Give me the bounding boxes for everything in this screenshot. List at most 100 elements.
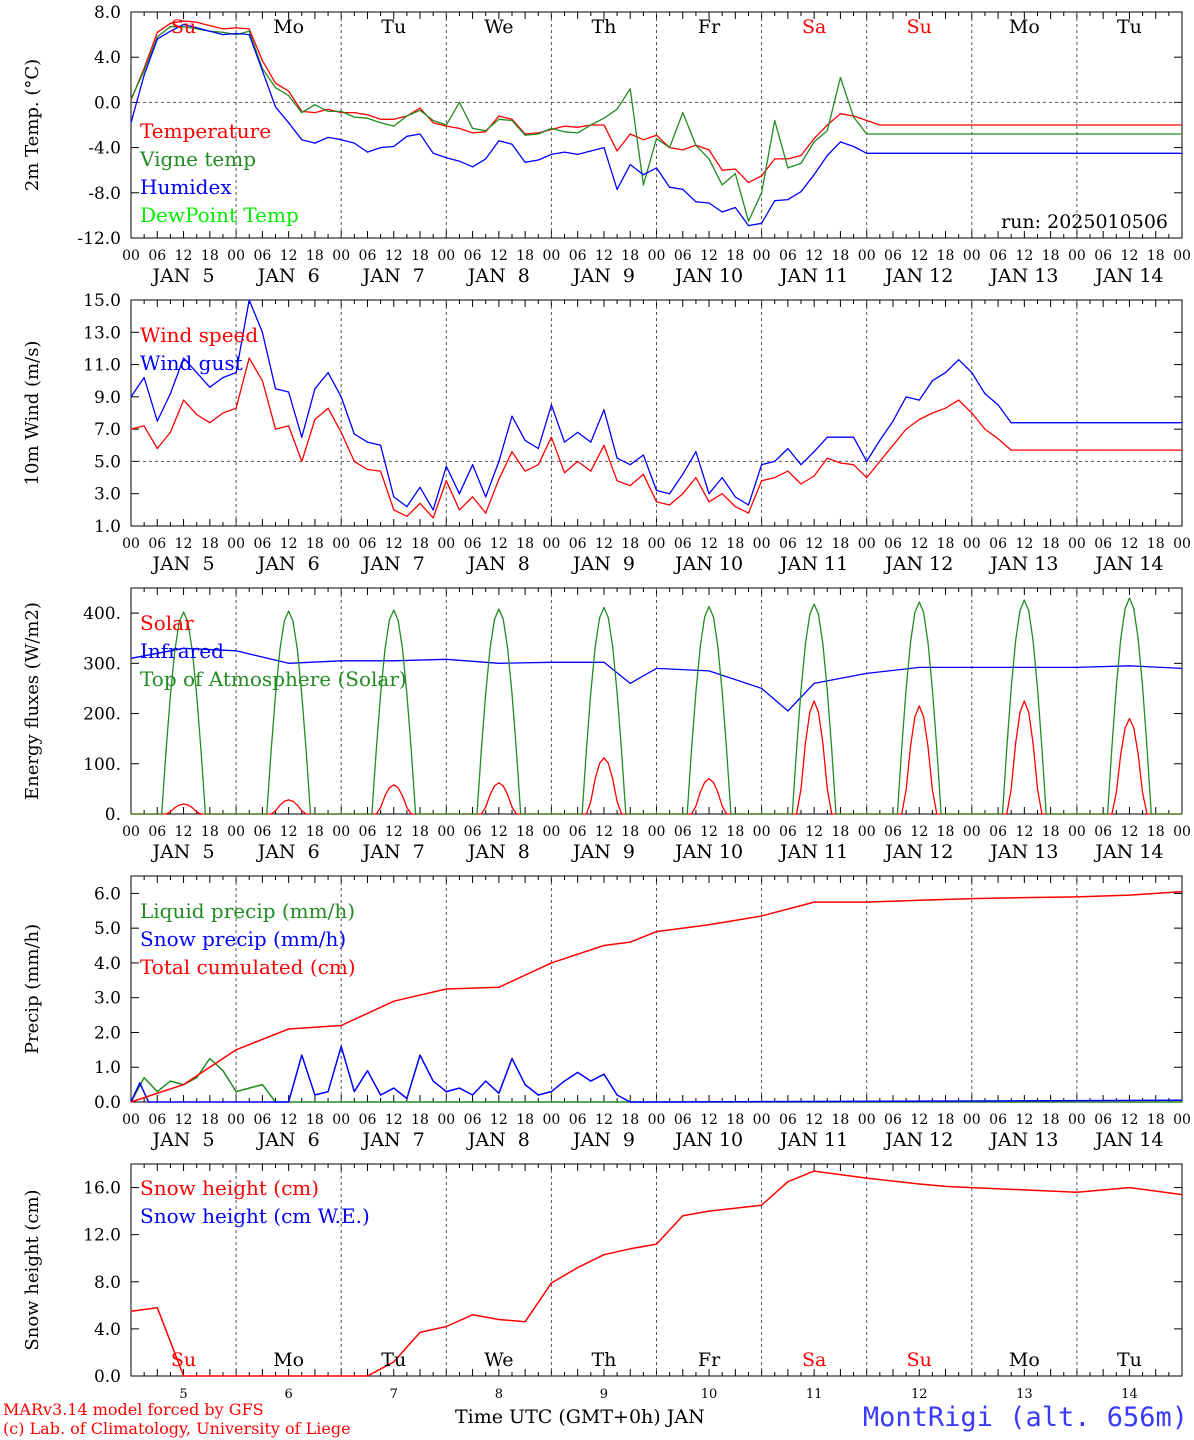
date-label-3-2: JAN 7 bbox=[361, 1129, 425, 1151]
data-point-2-0-135 bbox=[721, 805, 723, 807]
data-point-0-1-19 bbox=[380, 122, 382, 124]
data-point-2-2-215 bbox=[1071, 813, 1074, 815]
data-point-2-2-63 bbox=[406, 693, 408, 695]
data-point-2-0-36 bbox=[288, 799, 290, 801]
data-point-1-0-13 bbox=[301, 460, 303, 462]
hour-label-1-84: 12 bbox=[490, 536, 508, 552]
date-label-0-5: JAN 10 bbox=[673, 265, 743, 287]
data-point-2-2-130 bbox=[699, 645, 701, 647]
data-point-0-0-61 bbox=[931, 124, 934, 126]
data-point-4-0-29 bbox=[1128, 1187, 1131, 1189]
data-point-0-0-45 bbox=[721, 169, 723, 171]
data-point-2-2-133 bbox=[712, 616, 715, 618]
data-point-0-2-50 bbox=[787, 199, 789, 201]
data-point-2-0-32 bbox=[270, 813, 272, 815]
data-point-0-0-34 bbox=[577, 126, 579, 128]
data-point-2-1-6 bbox=[445, 658, 447, 660]
data-point-2-0-33 bbox=[274, 810, 277, 812]
data-point-2-0-180 bbox=[918, 705, 920, 707]
date-label-2-2: JAN 7 bbox=[361, 841, 425, 863]
data-point-0-1-58 bbox=[892, 133, 894, 135]
data-point-4-0-28 bbox=[1076, 1191, 1078, 1193]
data-point-2-0-37 bbox=[292, 800, 294, 802]
data-point-2-2-128 bbox=[690, 749, 693, 751]
data-point-2-2-238 bbox=[1172, 813, 1174, 815]
date-label-0-0: JAN 5 bbox=[150, 265, 214, 287]
data-point-2-2-8 bbox=[165, 751, 167, 753]
data-point-2-0-228 bbox=[1128, 718, 1131, 720]
data-point-2-2-111 bbox=[616, 692, 618, 694]
data-point-2-0-226 bbox=[1120, 753, 1122, 756]
x-axis-title: Time UTC (GMT+0h) JAN bbox=[455, 1406, 705, 1428]
date-label-1-2: JAN 7 bbox=[361, 553, 425, 575]
data-point-1-0-43 bbox=[695, 477, 697, 479]
data-point-2-2-7 bbox=[161, 813, 163, 815]
data-point-0-1-32 bbox=[550, 127, 553, 129]
data-point-2-2-51 bbox=[353, 813, 355, 815]
data-point-2-0-207 bbox=[1036, 788, 1039, 790]
data-point-1-0-11 bbox=[274, 428, 277, 430]
data-point-2-0-184 bbox=[936, 813, 938, 815]
data-point-3-1-23 bbox=[537, 1094, 539, 1096]
legend-entry-1-1: Wind gust bbox=[140, 351, 243, 375]
data-point-0-1-41 bbox=[669, 147, 671, 149]
data-point-2-0-104 bbox=[585, 813, 588, 815]
hour-label-2-24: 00 bbox=[227, 824, 245, 840]
data-point-1-1-40 bbox=[655, 489, 658, 492]
data-point-0-1-22 bbox=[419, 109, 421, 111]
data-point-1-1-9 bbox=[248, 299, 250, 301]
data-point-1-1-77 bbox=[1142, 422, 1144, 424]
data-point-1-0-76 bbox=[1128, 449, 1131, 451]
data-point-2-2-92 bbox=[533, 813, 535, 815]
data-point-1-1-58 bbox=[892, 420, 894, 422]
data-point-2-2-173 bbox=[888, 813, 890, 815]
data-point-0-2-70 bbox=[1050, 152, 1052, 154]
data-point-2-2-19 bbox=[213, 813, 215, 815]
data-point-1-1-37 bbox=[616, 457, 618, 459]
data-point-2-2-22 bbox=[226, 813, 228, 815]
data-point-2-2-3 bbox=[143, 813, 145, 815]
data-point-2-2-231 bbox=[1142, 686, 1144, 688]
hour-label-3-180: 12 bbox=[910, 1112, 928, 1128]
hour-label-0-114: 18 bbox=[621, 248, 639, 264]
bottom-day-number-8: 13 bbox=[1016, 1387, 1033, 1402]
data-point-2-1-20 bbox=[1076, 666, 1078, 669]
data-point-0-0-38 bbox=[629, 133, 631, 135]
data-point-0-1-33 bbox=[563, 131, 566, 133]
data-point-2-0-105 bbox=[590, 800, 592, 803]
data-point-2-2-149 bbox=[782, 813, 785, 815]
data-point-0-1-56 bbox=[866, 133, 868, 135]
data-point-2-0-16 bbox=[200, 813, 202, 815]
data-point-1-0-63 bbox=[958, 399, 960, 401]
data-point-2-2-16 bbox=[200, 751, 202, 753]
data-point-1-0-52 bbox=[813, 475, 815, 477]
data-point-4-0-25 bbox=[944, 1185, 947, 1187]
data-point-2-0-62 bbox=[401, 795, 404, 797]
data-point-2-2-163 bbox=[844, 813, 846, 815]
hour-label-3-120: 00 bbox=[648, 1112, 666, 1128]
data-point-0-1-45 bbox=[721, 184, 723, 186]
data-point-2-2-158 bbox=[822, 643, 824, 645]
data-point-2-2-204 bbox=[1023, 599, 1025, 601]
date-label-0-3: JAN 8 bbox=[466, 265, 530, 287]
date-label-1-7: JAN 12 bbox=[883, 553, 953, 575]
y-axis-label-4: Snow height (cm) bbox=[22, 1189, 43, 1350]
data-point-2-1-19 bbox=[1023, 666, 1025, 669]
data-point-1-0-4 bbox=[183, 399, 185, 401]
hour-label-2-66: 18 bbox=[411, 824, 429, 840]
hour-label-1-90: 18 bbox=[516, 536, 534, 552]
data-point-0-1-23 bbox=[432, 119, 434, 122]
hour-label-2-120: 00 bbox=[648, 824, 666, 840]
data-point-0-2-9 bbox=[248, 34, 250, 36]
data-point-2-0-132 bbox=[708, 778, 710, 780]
data-point-2-2-77 bbox=[467, 813, 469, 815]
data-point-3-1-32 bbox=[655, 1101, 658, 1103]
data-point-2-2-170 bbox=[874, 813, 877, 815]
data-point-0-1-8 bbox=[235, 34, 237, 36]
data-point-1-1-29 bbox=[511, 415, 513, 417]
data-point-1-1-60 bbox=[918, 399, 920, 401]
data-point-2-2-44 bbox=[323, 813, 325, 815]
data-point-1-1-20 bbox=[393, 496, 395, 498]
hour-label-2-48: 00 bbox=[332, 824, 350, 840]
data-point-0-2-10 bbox=[261, 70, 263, 72]
